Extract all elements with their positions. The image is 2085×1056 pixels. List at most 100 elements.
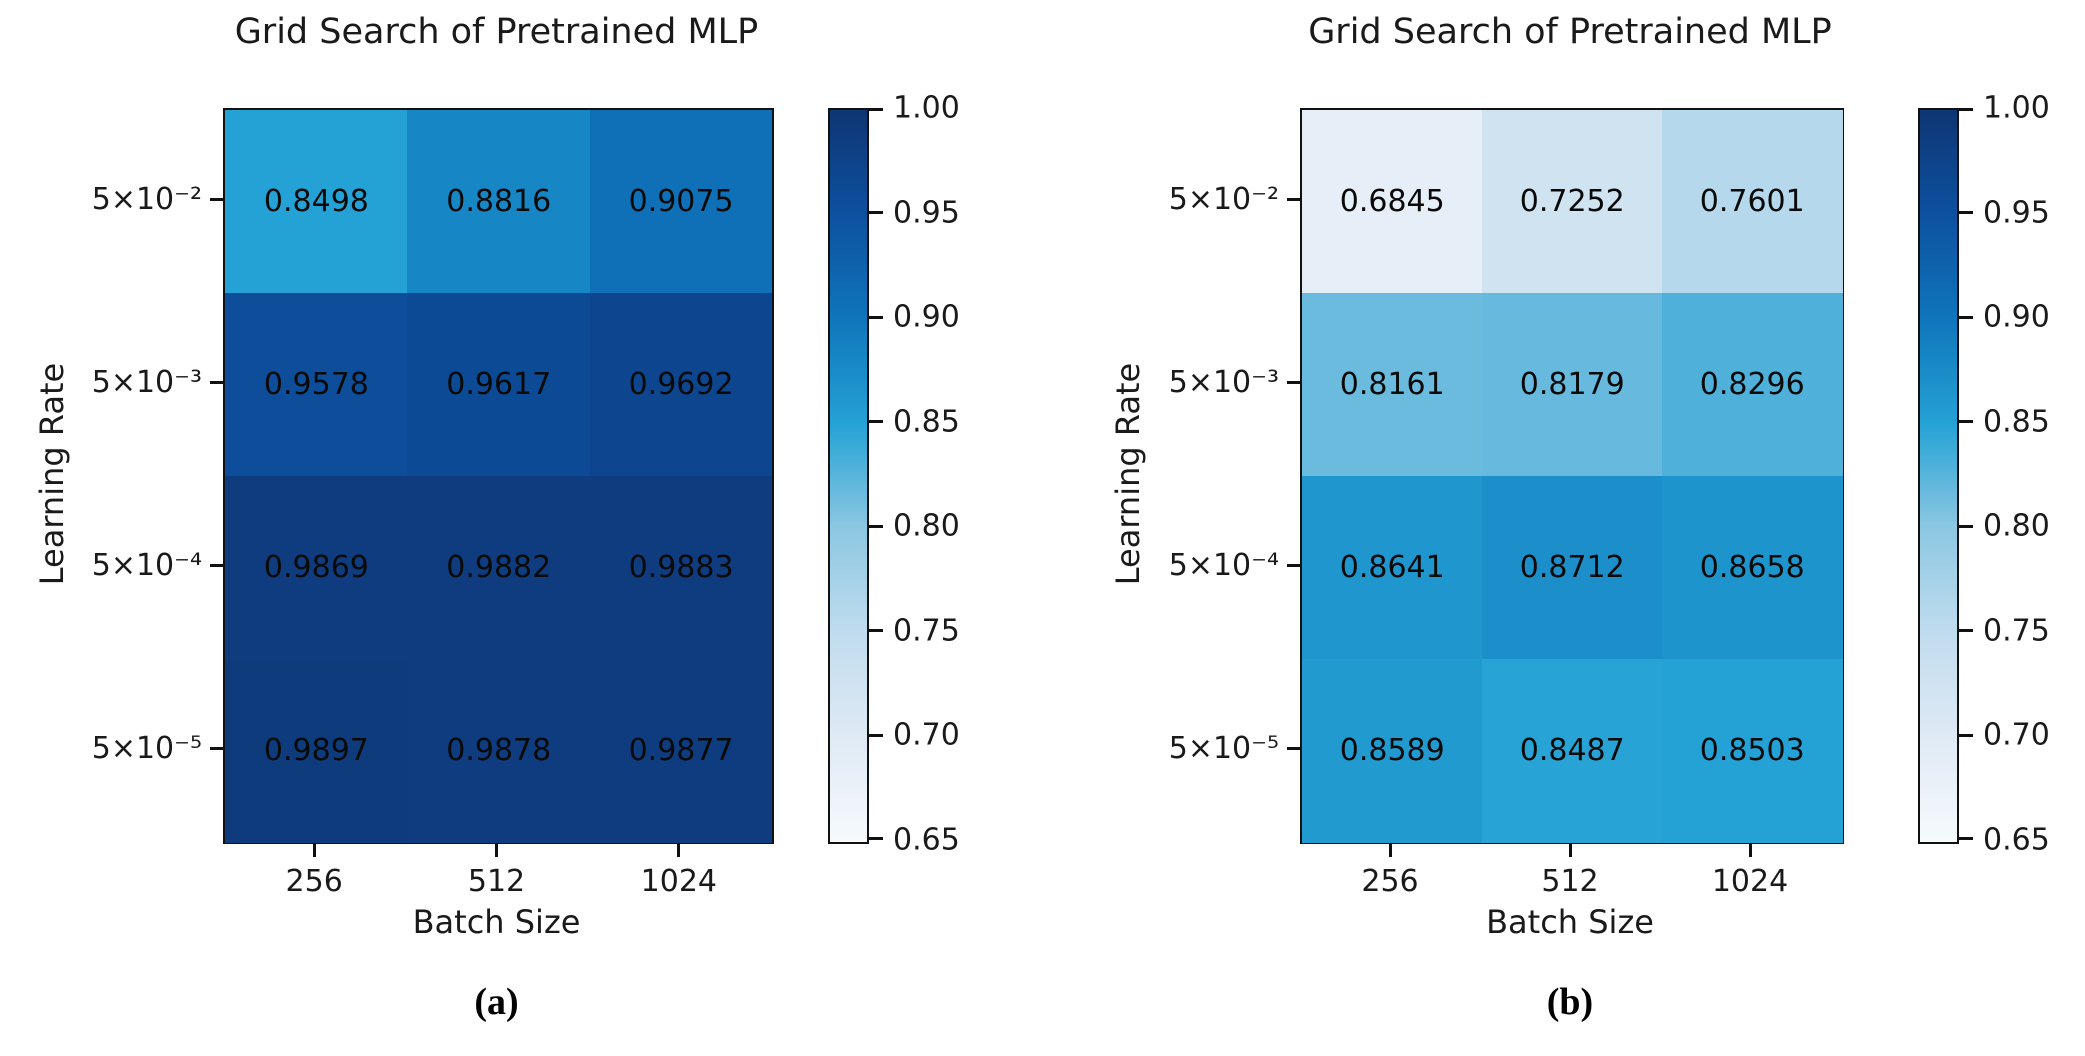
colorbar-tick-label: 0.95: [893, 195, 960, 231]
colorbar-tick-mark: [869, 733, 883, 737]
heatmap-cell-value: 0.9882: [446, 550, 552, 586]
colorbar-tick-label: 0.75: [1983, 613, 2050, 649]
heatmap-cell-value: 0.9617: [446, 367, 552, 403]
panel-a-caption: (a): [474, 981, 519, 1023]
colorbar-tick-label: 0.80: [893, 508, 960, 544]
colorbar-tick-mark: [1959, 108, 1973, 111]
heatmap-cell: 0.9692: [589, 293, 773, 477]
heatmap-cell-value: 0.9883: [628, 550, 734, 586]
colorbar-tick-mark: [1959, 629, 1973, 633]
colorbar-tick-label: 0.80: [1983, 508, 2050, 544]
colorbar-tick-label: 0.85: [1983, 404, 2050, 440]
colorbar-tick-mark: [1959, 211, 1973, 215]
colorbar-tick-label: 0.70: [893, 717, 960, 753]
heatmap-cell-value: 0.8296: [1699, 367, 1805, 403]
x-tick-mark: [1568, 844, 1572, 857]
heatmap-cell-value: 0.8641: [1339, 550, 1445, 586]
x-tick-mark: [312, 844, 316, 857]
x-tick-label: 256: [1361, 864, 1419, 899]
y-tick-label: 5×10⁻³: [91, 364, 202, 400]
x-tick-mark: [495, 844, 498, 857]
heatmap-cell: 0.8296: [1662, 293, 1843, 477]
heatmap-cell-value: 0.7601: [1699, 184, 1805, 220]
y-tick-mark: [1287, 747, 1300, 750]
heatmap-cell: 0.9877: [589, 659, 773, 843]
heatmap-cell: 0.8589: [1302, 659, 1483, 843]
colorbar-tick-label: 0.90: [893, 299, 960, 335]
colorbar-tick-label: 1.00: [893, 90, 960, 126]
panel-a-x-axis-label: Batch Size: [412, 903, 581, 941]
x-tick-label: 512: [467, 864, 526, 899]
heatmap-cell: 0.9869: [225, 476, 408, 660]
heatmap-cell-value: 0.9897: [263, 733, 369, 769]
panel-b-caption: (b): [1546, 981, 1594, 1023]
heatmap-cell: 0.8179: [1482, 293, 1663, 477]
x-tick-label: 1024: [640, 864, 717, 899]
panel-b-colorbar: [1918, 108, 1959, 844]
y-tick-mark: [210, 198, 223, 201]
x-tick-mark: [1748, 844, 1752, 857]
y-tick-label: 5×10⁻⁴: [1168, 547, 1279, 583]
y-tick-label: 5×10⁻⁵: [1168, 730, 1279, 766]
heatmap-cell-value: 0.9877: [628, 733, 734, 769]
heatmap-cell-value: 0.8658: [1699, 550, 1805, 586]
y-tick-mark: [210, 381, 223, 384]
colorbar-tick-mark: [869, 211, 883, 215]
heatmap-cell: 0.9578: [225, 293, 408, 477]
x-tick-mark: [1388, 844, 1392, 857]
y-tick-label: 5×10⁻²: [1168, 181, 1279, 217]
heatmap-cell: 0.8658: [1662, 476, 1843, 660]
y-tick-mark: [210, 747, 223, 750]
colorbar-tick-mark: [869, 629, 883, 633]
heatmap-cell: 0.8498: [225, 110, 408, 294]
y-tick-label: 5×10⁻⁴: [91, 547, 202, 583]
heatmap-cell: 0.9897: [225, 659, 408, 843]
heatmap-cell: 0.9617: [407, 293, 591, 477]
heatmap-cell: 0.8503: [1662, 659, 1843, 843]
colorbar-tick-label: 0.70: [1983, 717, 2050, 753]
colorbar-tick-mark: [869, 420, 883, 424]
heatmap-cell-value: 0.9578: [263, 367, 369, 403]
heatmap-cell-value: 0.9075: [628, 184, 734, 220]
heatmap-cell: 0.8487: [1482, 659, 1663, 843]
heatmap-cell-value: 0.9869: [263, 550, 369, 586]
heatmap-cell: 0.7601: [1662, 110, 1843, 294]
y-tick-mark: [1287, 198, 1300, 201]
y-tick-mark: [1287, 564, 1300, 567]
colorbar-tick-label: 0.90: [1983, 299, 2050, 335]
heatmap-cell-value: 0.8487: [1519, 733, 1625, 769]
x-tick-label: 1024: [1711, 864, 1789, 899]
x-tick-mark: [677, 844, 681, 857]
colorbar-tick-mark: [1959, 524, 1973, 528]
colorbar-tick-mark: [1959, 420, 1973, 424]
colorbar-tick-label: 0.65: [1983, 822, 2050, 858]
heatmap-cell-value: 0.8503: [1699, 733, 1805, 769]
heatmap-cell: 0.8641: [1302, 476, 1483, 660]
heatmap-cell-value: 0.8161: [1339, 367, 1445, 403]
heatmap-cell-value: 0.9692: [628, 367, 734, 403]
panel-b-x-axis-label: Batch Size: [1486, 903, 1654, 941]
y-tick-label: 5×10⁻²: [91, 181, 202, 217]
heatmap-cell: 0.7252: [1482, 110, 1663, 294]
heatmap-cell: 0.6845: [1302, 110, 1483, 294]
heatmap-cell: 0.8816: [407, 110, 591, 294]
heatmap-cell-value: 0.8179: [1519, 367, 1625, 403]
y-tick-mark: [1287, 381, 1300, 384]
heatmap-cell-value: 0.9878: [446, 733, 552, 769]
x-tick-label: 512: [1541, 864, 1599, 899]
colorbar-tick-label: 0.95: [1983, 195, 2050, 231]
colorbar-tick-label: 0.85: [893, 404, 960, 440]
panel-b-heatmap: 0.6845 0.7252 0.7601 0.8161 0.8179 0.8296 0.86…: [1300, 108, 1844, 844]
heatmap-cell-value: 0.8498: [263, 184, 369, 220]
y-tick-mark: [210, 564, 223, 567]
heatmap-cell: 0.8161: [1302, 293, 1483, 477]
colorbar-tick-mark: [1959, 733, 1973, 737]
heatmap-cell-value: 0.8712: [1519, 550, 1625, 586]
heatmap-cell-value: 0.8816: [446, 184, 552, 220]
y-tick-label: 5×10⁻⁵: [91, 730, 202, 766]
colorbar-tick-mark: [869, 315, 883, 319]
colorbar-tick-mark: [869, 524, 883, 528]
panel-a-title: Grid Search of Pretrained MLP: [234, 12, 759, 52]
